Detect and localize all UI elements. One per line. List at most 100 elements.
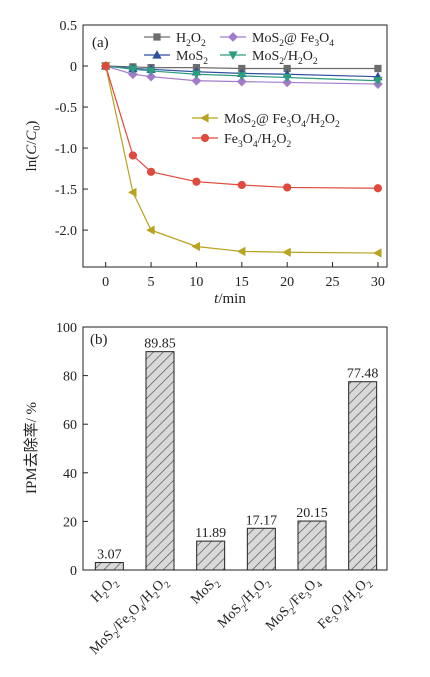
y-tick-label: -0.5 [55, 101, 77, 116]
bar-value-label: 20.15 [296, 506, 328, 521]
panel-a-series [100, 61, 383, 258]
y-tick-label: 0 [70, 564, 77, 579]
panel-a-label: (a) [92, 35, 109, 51]
data-point [101, 61, 110, 71]
y-tick-label: 40 [63, 467, 77, 482]
legend-entry: H2O2 [144, 31, 206, 49]
bar [94, 562, 124, 571]
y-tick-label: 0.5 [60, 19, 78, 34]
bar [246, 527, 276, 571]
panel-b: (b) 0 20 40 60 80 100 3.07 89.85 11.89 17.17 20.1… [23, 321, 388, 658]
bar-group: 89.85 [144, 337, 176, 571]
x-tick-label: 0 [102, 275, 109, 290]
panel-b-y-axis-label: IPM去除率/ % [23, 402, 40, 494]
legend-marker [228, 51, 238, 60]
bar [196, 540, 226, 571]
legend-marker [200, 113, 209, 123]
x-tick-label: 25 [326, 275, 340, 290]
y-tick-label: 0 [70, 60, 77, 75]
data-point [236, 246, 246, 257]
x-tick-label: 10 [189, 275, 203, 290]
data-point [128, 151, 138, 160]
panel-b-frame [82, 326, 388, 571]
data-point [282, 73, 292, 83]
panel-b-label: (b) [90, 332, 108, 348]
data-point [374, 64, 382, 73]
category-label: Fe3O4/H2O2 [315, 574, 376, 635]
legend-entry: Fe3O4/H2O2 [192, 132, 292, 150]
legend-label: H2O2 [176, 31, 206, 49]
legend-marker [153, 33, 161, 41]
panel-a-y-axis: 0.5 0 -0.5 -1.0 -1.5 -2.0 [55, 19, 88, 239]
y-tick-label: -1.0 [55, 142, 77, 157]
panel-a-x-axis-label: t/min [214, 291, 246, 307]
data-point [127, 187, 137, 197]
panel-b-y-axis: 0 20 40 60 80 100 [56, 321, 88, 579]
legend-marker [200, 133, 210, 143]
panel-a-y-axis-label: ln(C/C0) [24, 121, 43, 172]
y-tick-label: 100 [56, 321, 77, 336]
legend-entry: MoS2 [144, 49, 208, 67]
bar-value-label: 17.17 [246, 513, 278, 528]
data-point [236, 76, 247, 87]
bar-group: 17.17 [246, 513, 278, 571]
data-point [373, 77, 383, 86]
data-point [146, 67, 156, 76]
x-tick-label: 15 [235, 275, 249, 290]
bar [145, 351, 175, 571]
series-line [105, 65, 378, 254]
bar-group: 77.48 [347, 367, 379, 571]
panel-a-legend: H2O2 MoS2@ Fe3O4 MoS2 MoS2/H2O2 MoS2@ Fe3O4/… [144, 31, 340, 150]
panel-b-bars: 3.07 89.85 11.89 17.17 20.15 77.48 [94, 337, 379, 571]
data-point [237, 72, 247, 81]
bar-value-label: 3.07 [97, 548, 122, 563]
data-point [283, 183, 292, 192]
y-tick-label: 60 [63, 418, 77, 433]
legend-entry: MoS2@ Fe3O4/H2O2 [192, 112, 340, 130]
data-point [238, 64, 246, 73]
x-tick-label: 5 [148, 275, 155, 290]
data-point [282, 77, 293, 88]
category-label: MoS2 [188, 574, 224, 610]
data-point [191, 241, 201, 252]
bar-value-label: 89.85 [144, 337, 176, 352]
data-point [128, 65, 138, 75]
legend-entry: MoS2/H2O2 [220, 49, 318, 67]
bar [297, 520, 327, 571]
legend-label: MoS2@ Fe3O4/H2O2 [224, 112, 340, 130]
legend-marker [228, 32, 238, 42]
legend-label: MoS2/H2O2 [252, 49, 318, 67]
legend-label: Fe3O4/H2O2 [224, 132, 292, 150]
bar-value-label: 77.48 [347, 367, 379, 382]
y-tick-label: -2.0 [55, 224, 77, 239]
legend-label: MoS2@ Fe3O4 [252, 31, 334, 49]
series-mos2-h2o2 [101, 62, 383, 86]
category-label: H2O2 [88, 574, 122, 608]
y-tick-label: 20 [63, 515, 77, 530]
category-label: MoS2/Fe3O4 [263, 574, 325, 636]
legend-marker [152, 50, 162, 59]
legend-label: MoS2 [176, 49, 208, 67]
data-point [373, 184, 383, 193]
series-mos2-fe3o4-h2o2 [100, 61, 382, 258]
data-point [146, 225, 155, 235]
panel-a: (a) 0.5 0 -0.5 -1.0 -1.5 -2.0 0 5 10 15 20 25 30 ln… [24, 19, 388, 307]
panel-a-frame [82, 24, 388, 268]
data-point [191, 75, 202, 86]
data-point [146, 71, 156, 82]
x-tick-label: 20 [280, 275, 294, 290]
x-tick-label: 30 [371, 275, 385, 290]
legend-entry: MoS2@ Fe3O4 [220, 31, 334, 49]
panel-a-x-axis: 0 5 10 15 20 25 30 [102, 262, 385, 290]
bar-group: 3.07 [94, 548, 124, 571]
bar-group: 11.89 [195, 526, 226, 571]
bar-value-label: 11.89 [195, 526, 226, 541]
data-point [146, 167, 156, 176]
data-point [283, 64, 291, 73]
series-fe3o4-h2o2 [101, 61, 383, 193]
y-tick-label: -1.5 [55, 183, 77, 198]
data-point [191, 70, 202, 80]
data-point [192, 177, 201, 186]
